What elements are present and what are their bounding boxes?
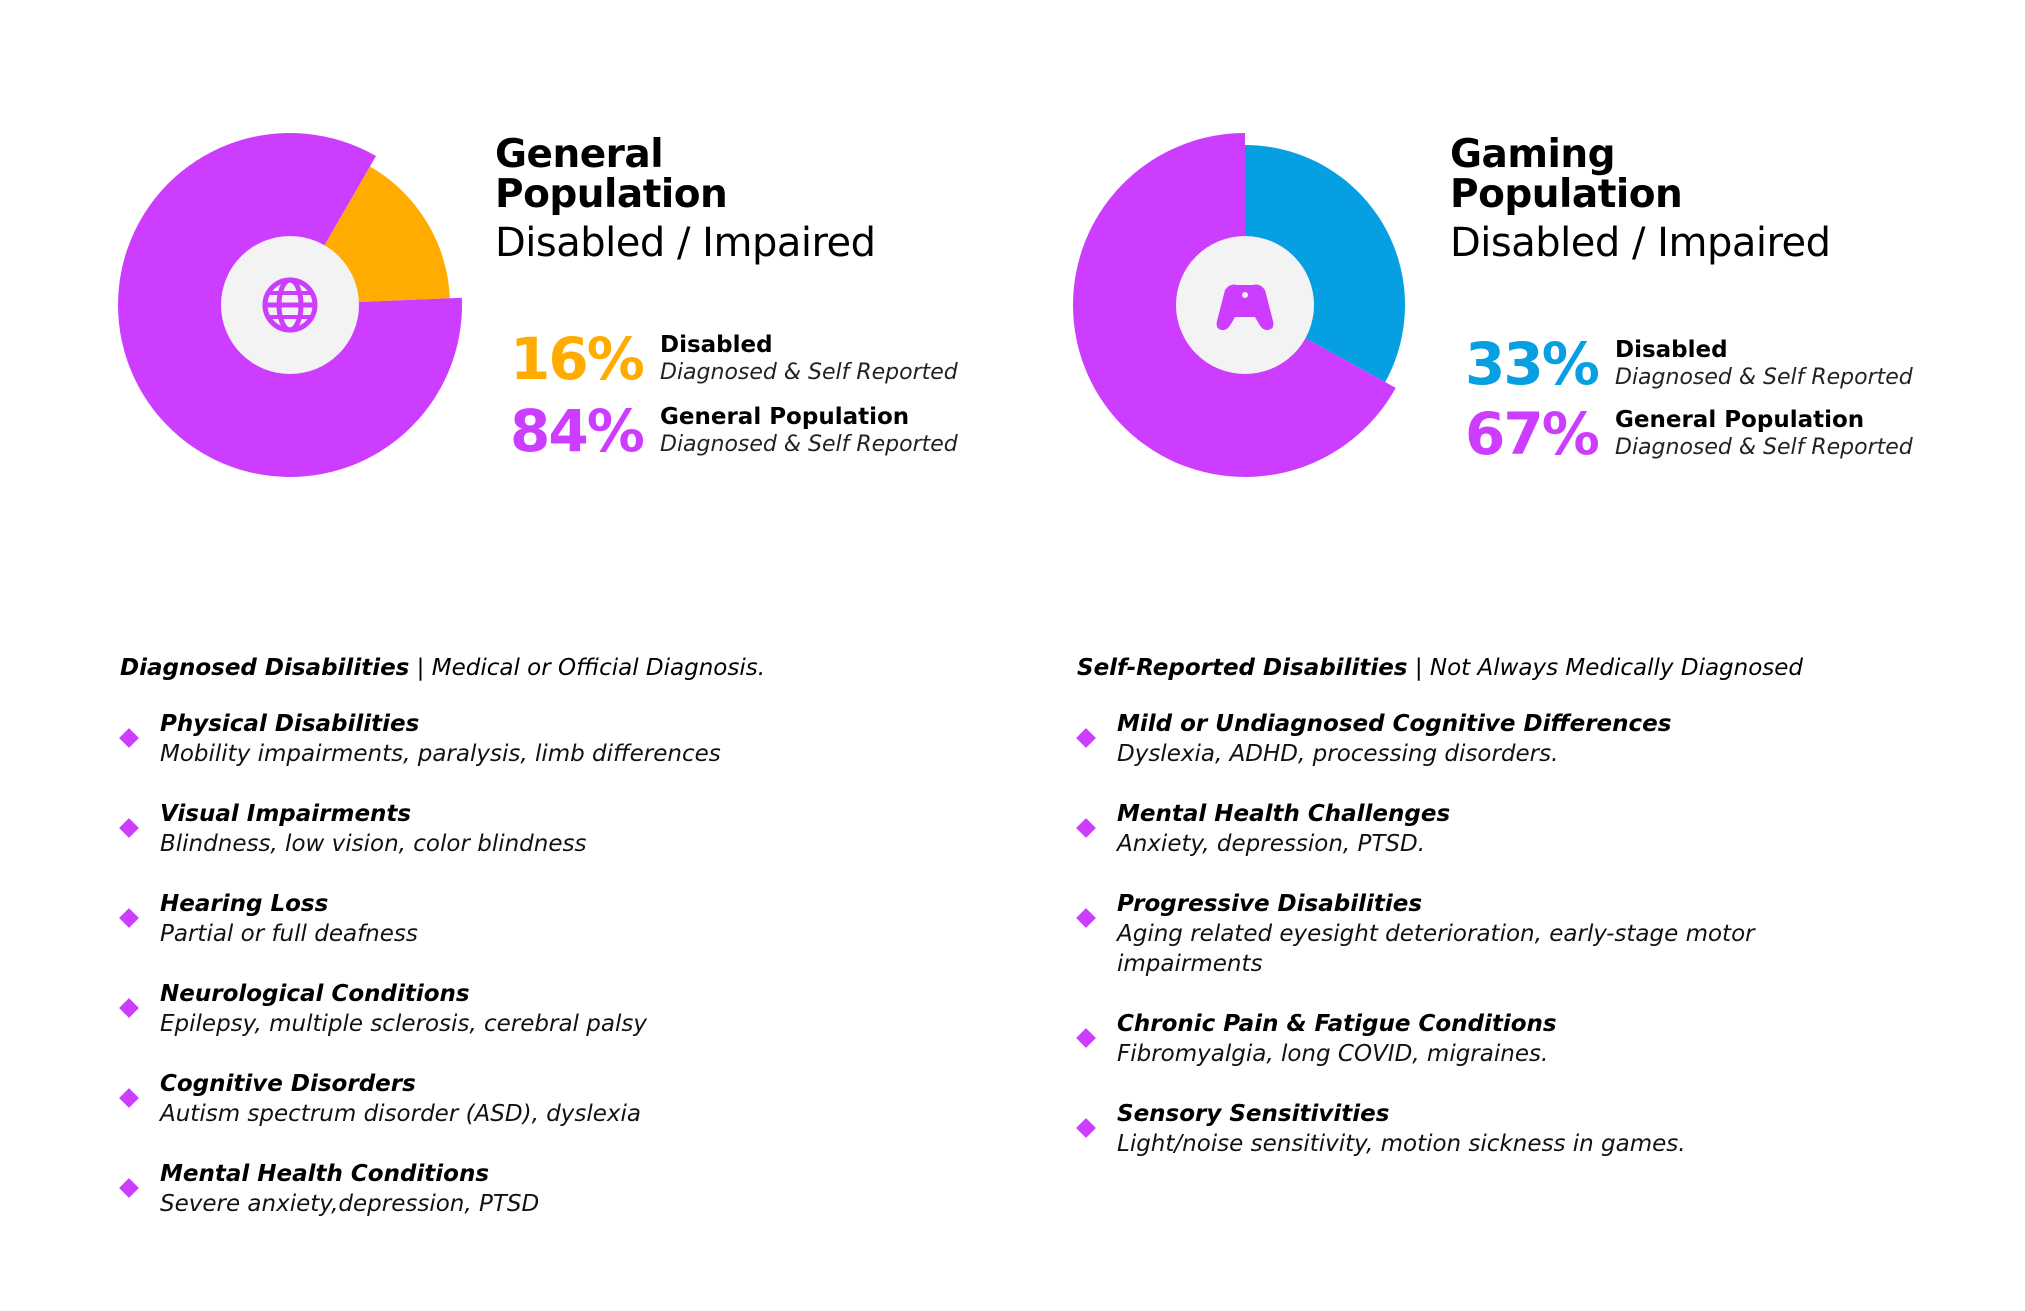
chart-subtitle: Disabled / Impaired [495, 220, 876, 266]
general-population-donut-chart [118, 132, 463, 477]
list-item: Visual Impairments Blindness, low vision,… [119, 799, 1020, 859]
list-item-title: Mental Health Conditions [160, 1161, 490, 1187]
diamond-bullet-icon [1076, 728, 1096, 748]
legend-description: Diagnosed & Self Reported [1615, 435, 1913, 460]
chart-title-line1: General [495, 132, 664, 177]
general-population-panel: General Population Disabled / Impaired 1… [0, 0, 1000, 560]
list-item-title: Chronic Pain & Fatigue Conditions [1117, 1011, 1557, 1037]
pct-label-disabled: 16% [510, 325, 645, 393]
legend-entry-general-population: 67% General Population Diagnosed & Self … [1465, 400, 1913, 468]
list-item-title: Mental Health Challenges [1117, 801, 1451, 827]
list-item: Physical Disabilities Mobility impairment… [119, 709, 1020, 769]
list-item-title: Neurological Conditions [160, 981, 470, 1007]
gamepad-icon [1216, 284, 1274, 331]
list-item-description: Mobility impairments, paralysis, limb di… [160, 741, 721, 767]
list-item-description: Epilepsy, multiple sclerosis, cerebral p… [160, 1011, 647, 1037]
gaming-population-donut-chart [1072, 133, 1406, 477]
list-item-title: Physical Disabilities [160, 711, 420, 737]
legend-entry-disabled: 33% Disabled Diagnosed & Self Reported [1465, 330, 1913, 398]
legend-description: Diagnosed & Self Reported [660, 432, 958, 457]
self-reported-disabilities-list: Self-Reported Disabilities | Not Always … [1076, 655, 1977, 1189]
list-header: Self-Reported Disabilities | Not Always … [1077, 655, 1977, 681]
list-header-bold: Diagnosed Disabilities [120, 655, 410, 681]
list-item: Hearing Loss Partial or full deafness [119, 889, 1020, 949]
list-item-title: Progressive Disabilities [1117, 891, 1423, 917]
list-item-description: Dyslexia, ADHD, processing disorders. [1117, 741, 1559, 767]
list-item: Sensory Sensitivities Light/noise sensiti… [1076, 1099, 1977, 1159]
list-item: Cognitive Disorders Autism spectrum disor… [119, 1069, 1020, 1129]
chart-subtitle: Disabled / Impaired [1450, 220, 1831, 266]
globe-icon [262, 277, 318, 333]
list-item: Mental Health Challenges Anxiety, depress… [1076, 799, 1977, 859]
list-item: Chronic Pain & Fatigue Conditions Fibromy… [1076, 1009, 1977, 1069]
list-item: Mental Health Conditions Severe anxiety,d… [119, 1159, 1020, 1219]
legend-description: Diagnosed & Self Reported [1615, 365, 1913, 390]
diamond-bullet-icon [119, 818, 139, 838]
legend-label: General Population [1615, 407, 1865, 433]
diamond-bullet-icon [119, 728, 139, 748]
list-item-title: Hearing Loss [160, 891, 329, 917]
diamond-bullet-icon [119, 998, 139, 1018]
list-item-description: Partial or full deafness [160, 921, 418, 947]
chart-title-line2: Population [495, 172, 728, 217]
list-item-description: Autism spectrum disorder (ASD), dyslexia [160, 1101, 642, 1127]
chart-title-line1: Gaming [1450, 132, 1616, 177]
diamond-bullet-icon [119, 908, 139, 928]
diamond-bullet-icon [1076, 818, 1096, 838]
list-item-description: Aging related eyesight deterioration, ea… [1117, 921, 1755, 977]
list-item: Mild or Undiagnosed Cognitive Difference… [1076, 709, 1977, 769]
list-item: Progressive Disabilities Aging related ey… [1076, 889, 1977, 979]
list-header: Diagnosed Disabilities | Medical or Offi… [120, 655, 1020, 681]
general-population-title: General Population Disabled / Impaired [495, 135, 876, 271]
list-item-description: Severe anxiety,depression, PTSD [160, 1191, 540, 1217]
legend-entry-general-population: 84% General Population Diagnosed & Self … [510, 397, 958, 465]
gaming-population-title: Gaming Population Disabled / Impaired [1450, 135, 1831, 271]
list-header-rest: | Not Always Medically Diagnosed [1407, 655, 1804, 681]
diamond-bullet-icon [119, 1088, 139, 1108]
legend-description: Diagnosed & Self Reported [660, 360, 958, 385]
list-item-description: Anxiety, depression, PTSD. [1117, 831, 1426, 857]
list-item: Neurological Conditions Epilepsy, multipl… [119, 979, 1020, 1039]
list-header-rest: | Medical or Official Diagnosis. [409, 655, 766, 681]
list-item-title: Visual Impairments [160, 801, 412, 827]
list-item-title: Sensory Sensitivities [1117, 1101, 1390, 1127]
pct-label-general-population: 67% [1465, 400, 1600, 468]
legend-label: General Population [660, 404, 910, 430]
diamond-bullet-icon [1076, 1028, 1096, 1048]
list-item-description: Light/noise sensitivity, motion sickness… [1117, 1131, 1686, 1157]
list-item-description: Fibromyalgia, long COVID, migraines. [1117, 1041, 1549, 1067]
list-item-description: Blindness, low vision, color blindness [160, 831, 587, 857]
legend-entry-disabled: 16% Disabled Diagnosed & Self Reported [510, 325, 958, 393]
list-item-title: Mild or Undiagnosed Cognitive Difference… [1117, 711, 1672, 737]
pct-label-disabled: 33% [1465, 330, 1600, 398]
list-item-title: Cognitive Disorders [160, 1071, 416, 1097]
legend-label: Disabled [1615, 337, 1728, 363]
diagnosed-disabilities-list: Diagnosed Disabilities | Medical or Offi… [119, 655, 1020, 1249]
pct-label-general-population: 84% [510, 397, 645, 465]
diamond-bullet-icon [1076, 1118, 1096, 1138]
gaming-population-panel: Gaming Population Disabled / Impaired 33… [955, 0, 1955, 560]
legend-label: Disabled [660, 332, 773, 358]
list-header-bold: Self-Reported Disabilities [1077, 655, 1408, 681]
diamond-bullet-icon [119, 1178, 139, 1198]
chart-title-line2: Population [1450, 172, 1683, 217]
diamond-bullet-icon [1076, 908, 1096, 928]
